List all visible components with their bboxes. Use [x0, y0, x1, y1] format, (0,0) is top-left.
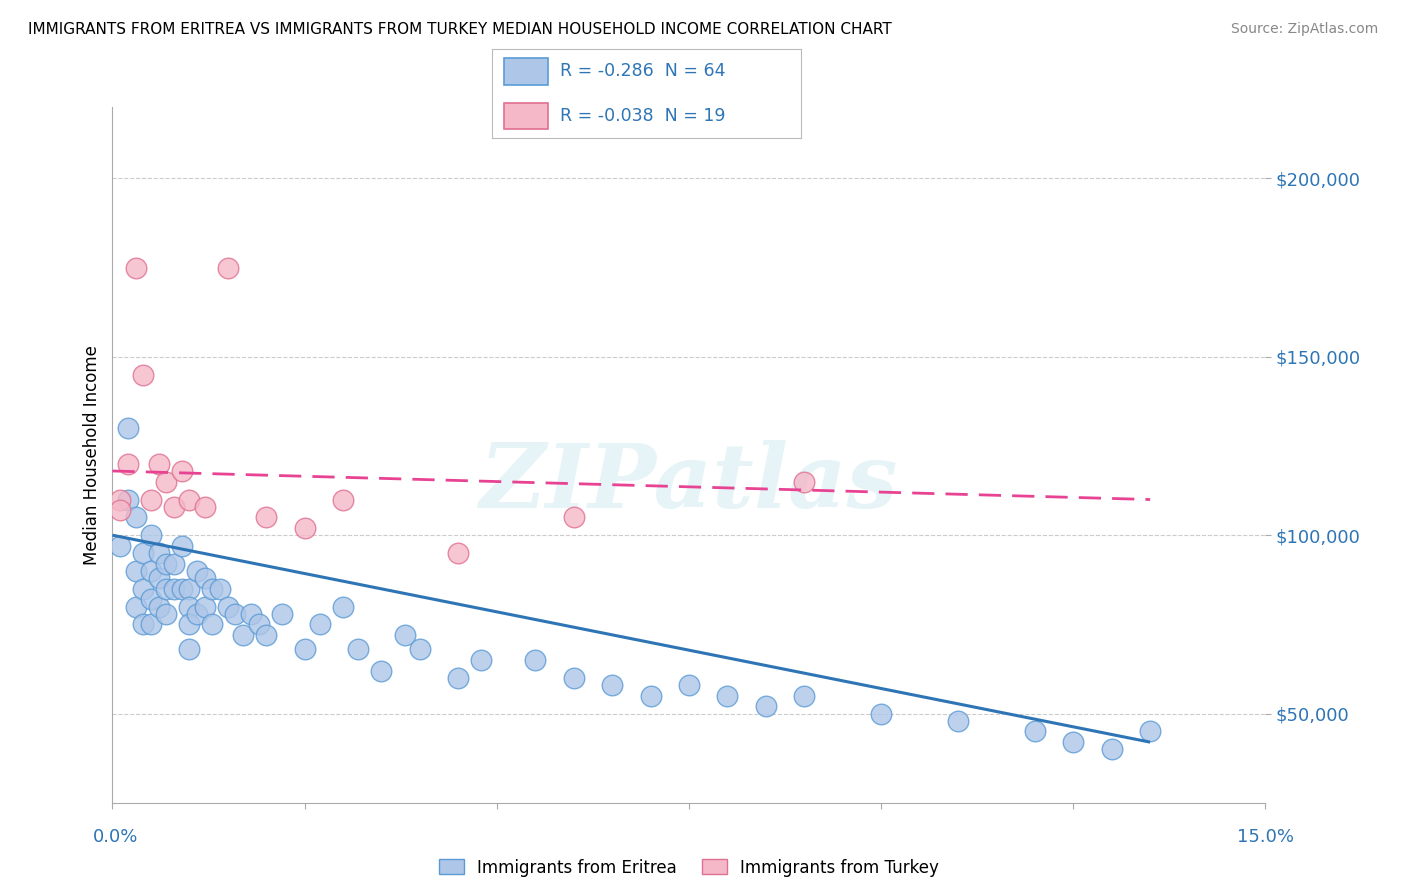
Point: [562, 671, 585, 685]
Point: [332, 599, 354, 614]
Point: [163, 557, 186, 571]
Point: [139, 492, 162, 507]
Point: [179, 582, 201, 596]
Point: [1139, 724, 1161, 739]
Point: [232, 628, 254, 642]
Point: [108, 503, 131, 517]
Point: [148, 546, 170, 560]
Point: [124, 260, 146, 275]
Point: [132, 368, 155, 382]
Point: [117, 492, 139, 507]
Point: [946, 714, 969, 728]
Point: [562, 510, 585, 524]
Point: [309, 617, 332, 632]
Text: 15.0%: 15.0%: [1237, 828, 1294, 846]
Text: IMMIGRANTS FROM ERITREA VS IMMIGRANTS FROM TURKEY MEDIAN HOUSEHOLD INCOME CORREL: IMMIGRANTS FROM ERITREA VS IMMIGRANTS FR…: [28, 22, 891, 37]
Text: ZIPatlas: ZIPatlas: [481, 440, 897, 526]
Point: [201, 582, 224, 596]
Point: [209, 582, 232, 596]
Point: [394, 628, 416, 642]
Point: [155, 607, 177, 621]
Bar: [505, 103, 548, 129]
Point: [678, 678, 700, 692]
Point: [108, 492, 131, 507]
Point: [170, 582, 193, 596]
Point: [332, 492, 354, 507]
Point: [270, 607, 292, 621]
Point: [640, 689, 662, 703]
Point: [124, 599, 146, 614]
Point: [170, 539, 193, 553]
Point: [132, 546, 155, 560]
Point: [155, 557, 177, 571]
Point: [179, 599, 201, 614]
Point: [139, 592, 162, 607]
Point: [148, 599, 170, 614]
Text: 0.0%: 0.0%: [93, 828, 138, 846]
Point: [870, 706, 893, 721]
Point: [217, 260, 239, 275]
Point: [409, 642, 432, 657]
Point: [117, 421, 139, 435]
Point: [793, 689, 815, 703]
Point: [179, 642, 201, 657]
Point: [600, 678, 623, 692]
Point: [155, 475, 177, 489]
Point: [447, 671, 470, 685]
Text: R = -0.286  N = 64: R = -0.286 N = 64: [560, 62, 725, 80]
Legend: Immigrants from Eritrea, Immigrants from Turkey: Immigrants from Eritrea, Immigrants from…: [430, 850, 948, 885]
Point: [247, 617, 270, 632]
Point: [447, 546, 470, 560]
Point: [524, 653, 547, 667]
Point: [170, 464, 193, 478]
Bar: [505, 58, 548, 85]
Point: [124, 510, 146, 524]
Point: [755, 699, 778, 714]
Point: [194, 500, 217, 514]
Point: [139, 564, 162, 578]
Point: [194, 599, 217, 614]
Point: [117, 457, 139, 471]
Point: [470, 653, 492, 667]
Point: [194, 571, 217, 585]
Y-axis label: Median Household Income: Median Household Income: [83, 345, 101, 565]
Point: [370, 664, 392, 678]
Point: [294, 642, 316, 657]
Point: [294, 521, 316, 535]
Text: R = -0.038  N = 19: R = -0.038 N = 19: [560, 107, 725, 125]
Point: [139, 617, 162, 632]
Point: [148, 571, 170, 585]
Point: [224, 607, 246, 621]
Point: [108, 539, 131, 553]
Point: [148, 457, 170, 471]
Point: [1024, 724, 1046, 739]
Point: [179, 492, 201, 507]
Point: [132, 617, 155, 632]
Point: [124, 564, 146, 578]
Point: [132, 582, 155, 596]
Point: [347, 642, 370, 657]
Point: [217, 599, 239, 614]
Point: [179, 617, 201, 632]
Point: [716, 689, 738, 703]
Point: [186, 564, 208, 578]
Point: [163, 500, 186, 514]
Point: [186, 607, 208, 621]
Point: [254, 628, 277, 642]
Point: [1101, 742, 1123, 756]
Point: [163, 582, 186, 596]
Text: Source: ZipAtlas.com: Source: ZipAtlas.com: [1230, 22, 1378, 37]
Point: [239, 607, 262, 621]
Point: [254, 510, 277, 524]
Point: [1062, 735, 1084, 749]
Point: [139, 528, 162, 542]
Point: [793, 475, 815, 489]
Point: [201, 617, 224, 632]
Point: [155, 582, 177, 596]
